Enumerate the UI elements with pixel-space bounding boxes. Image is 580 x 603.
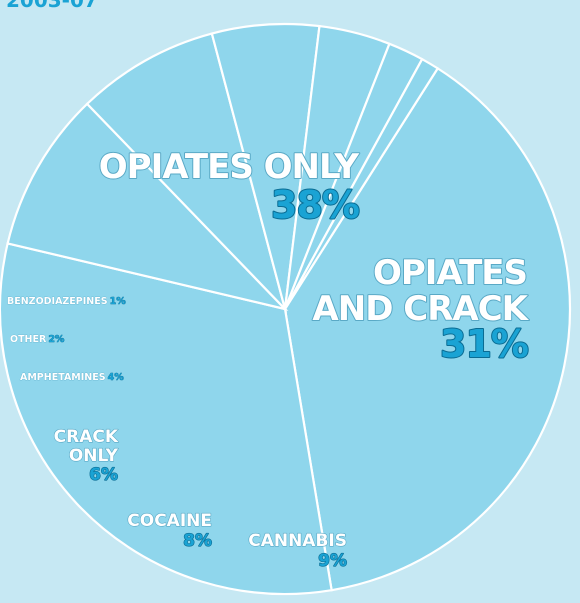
slice-percent: 6% — [89, 465, 118, 485]
chart-title: 2003-07 — [6, 0, 98, 12]
pie-slice-cannabis — [6, 102, 289, 311]
slice-name: OTHER — [10, 334, 47, 345]
slice-percent: 38% — [271, 183, 359, 227]
slice-percent: 9% — [318, 551, 347, 571]
slice-label-benzodiazepines: BENZODIAZEPINES 1% — [7, 296, 127, 308]
pie-slice-benzodiazepines — [284, 57, 440, 310]
slice-label-text: BENZODIAZEPINES 1% — [7, 296, 126, 307]
slice-percent: 2% — [48, 334, 65, 345]
slice-label-text: OTHER 2% — [10, 334, 65, 345]
slice-name: BENZODIAZEPINES — [7, 296, 108, 307]
pie-slice-cocaine — [85, 32, 288, 313]
slice-name: ONLY — [69, 446, 119, 466]
slice-name: COCAINE — [127, 511, 212, 531]
slice-name: AMPHETAMINES — [20, 372, 106, 383]
slice-name: CRACK — [54, 427, 119, 447]
slice-percent: 4% — [108, 372, 125, 383]
slice-name: CANNABIS — [248, 531, 347, 551]
pie-slice-opiates-only — [283, 66, 572, 592]
slice-label-other: OTHER 2% — [10, 334, 66, 346]
pie-slice-opiates-and-crack — [0, 242, 333, 596]
slice-label-text: AMPHETAMINES 4% — [20, 372, 124, 383]
slice-name: AND CRACK — [312, 289, 529, 329]
slice-percent: 8% — [183, 531, 212, 551]
slice-percent: 1% — [110, 296, 127, 307]
slice-name: OPIATES ONLY — [99, 147, 360, 187]
slice-label-amphetamines: AMPHETAMINES 4% — [20, 372, 125, 384]
slice-name: OPIATES — [373, 253, 527, 293]
slice-percent: 31% — [440, 322, 528, 366]
